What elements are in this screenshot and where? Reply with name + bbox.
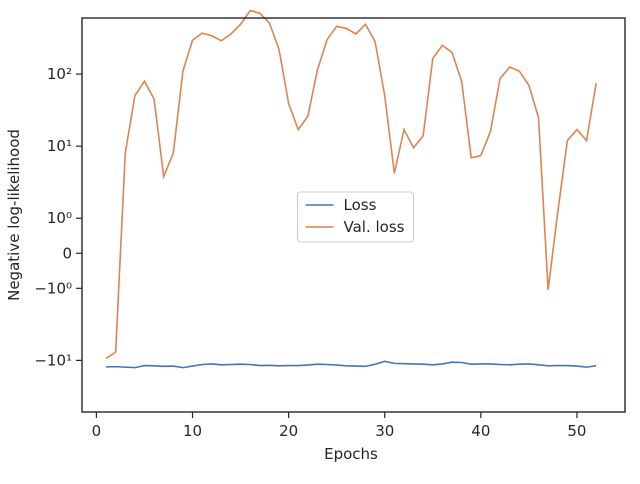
y-tick-label: 10²: [47, 65, 72, 83]
x-tick-label: 30: [375, 422, 394, 440]
x-tick-label: 50: [567, 422, 586, 440]
x-axis-label: Epochs: [324, 445, 378, 463]
legend-label: Loss: [344, 196, 377, 214]
x-tick-label: 20: [279, 422, 298, 440]
y-tick-label: −10¹: [34, 351, 72, 369]
legend-label: Val. loss: [344, 218, 405, 236]
x-tick-label: 40: [471, 422, 490, 440]
y-tick-label: 10¹: [47, 137, 72, 155]
y-axis-label: Negative log-likelihood: [5, 129, 23, 301]
series-line: [105, 9, 597, 360]
y-tick-label: −10⁰: [34, 279, 72, 297]
x-tick-label: 0: [92, 422, 102, 440]
series-line: [106, 360, 597, 369]
x-tick-label: 10: [183, 422, 202, 440]
y-tick-label: 10⁰: [47, 209, 72, 227]
plot-frame: [81, 17, 626, 413]
y-tick-label: 0: [62, 244, 72, 262]
legend: Loss Val. loss: [297, 191, 414, 243]
